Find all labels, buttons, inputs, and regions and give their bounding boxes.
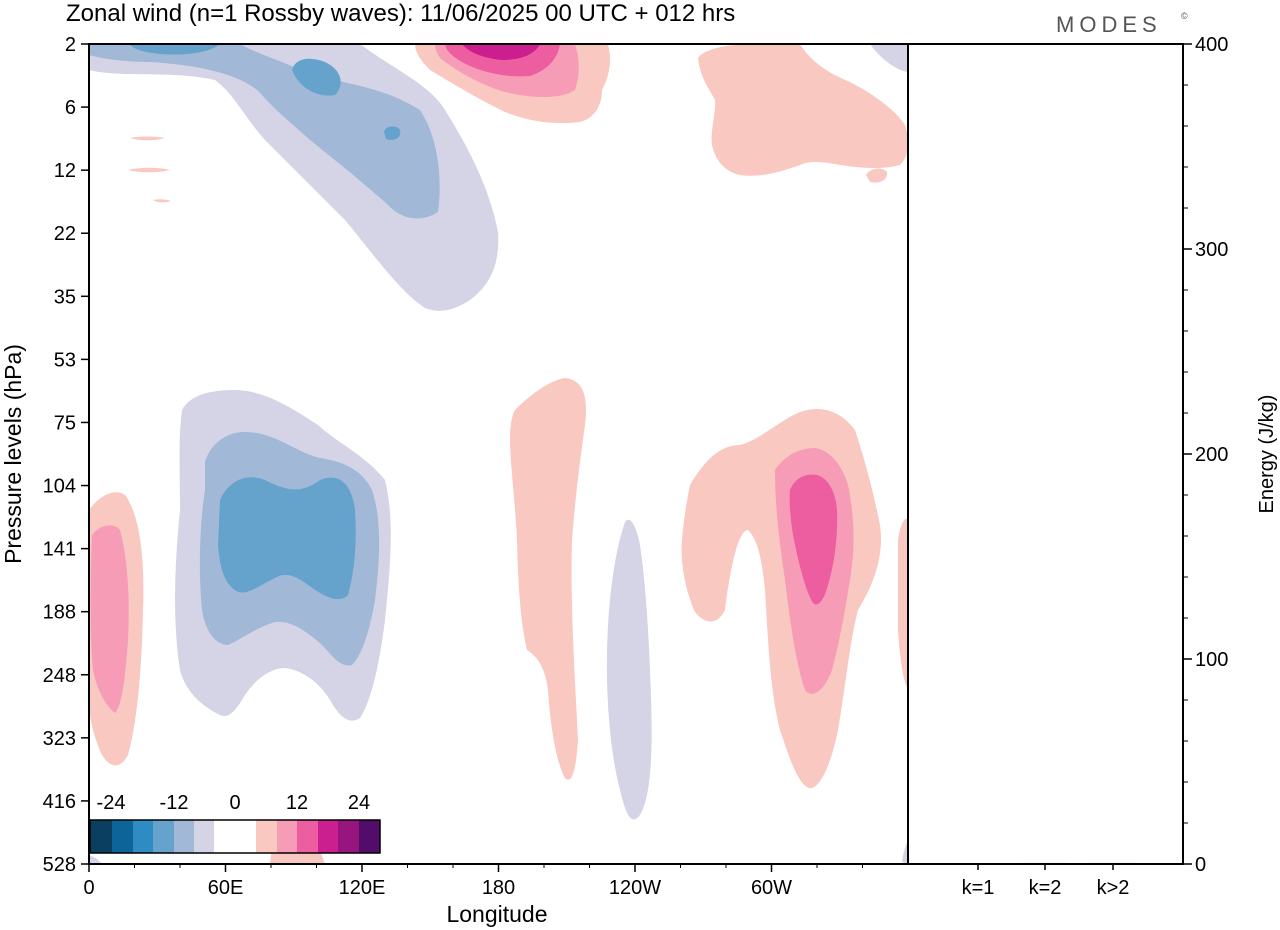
contour-lavender-lower-120w: [606, 519, 652, 820]
colorbar-swatch: [153, 820, 174, 853]
energy-category-label: k=1: [962, 877, 995, 899]
colorbar-label: -24: [97, 792, 126, 814]
y-tick-label: 416: [43, 791, 76, 813]
x-axis: 0 60E 120E 180 120W 60W: [83, 864, 863, 899]
x-axis-title: Longitude: [446, 901, 547, 927]
contour-lavender-bottom-left: [89, 855, 102, 864]
energy-panel-frame: [907, 43, 1184, 865]
contour-field: [89, 44, 908, 864]
energy-bars: k=1 k=2 k>2: [955, 862, 1136, 899]
colorbar-swatch: [256, 820, 277, 853]
energy-axis-title: Energy (J/kg): [1256, 395, 1278, 514]
y-tick-label: 12: [54, 160, 76, 182]
x-tick-label: 120E: [339, 877, 386, 899]
y-tick-label: 248: [43, 665, 76, 687]
energy-tick-label: 100: [1195, 649, 1228, 671]
contour-blue-upper: [89, 44, 440, 219]
y-tick-label: 75: [54, 412, 76, 434]
y-tick-label: 22: [54, 223, 76, 245]
colorbar-swatch: [277, 820, 297, 853]
colorbar-swatch: [174, 820, 194, 853]
y-tick-label: 6: [65, 97, 76, 119]
colorbar-swatch: [318, 820, 338, 853]
y-tick-label: 528: [43, 854, 76, 876]
contour-lavender-right-corner: [902, 842, 908, 864]
contour-mid-blue-core: [292, 58, 341, 96]
contour-mid-blue-speck: [384, 126, 401, 140]
x-tick-label: 120W: [609, 877, 661, 899]
y-tick-label: 188: [43, 602, 76, 624]
x-tick-label: 60E: [208, 877, 244, 899]
colorbar-swatch: [338, 820, 359, 853]
energy-tick-label: 400: [1195, 34, 1228, 56]
colorbar-swatch: [359, 820, 380, 853]
x-tick-label: 180: [482, 877, 515, 899]
contour-pink-upper-right: [698, 44, 908, 176]
colorbar-swatch: [133, 820, 153, 853]
y-axis: 2 6 12 22 35 53 75 104 141 188 248 323 416 528: [43, 34, 89, 876]
contour-pink-drip: [866, 168, 888, 183]
contour-mid-blue-upper: [130, 44, 220, 55]
colorbar-swatch: [90, 820, 112, 853]
colorbar-label: -12: [160, 792, 189, 814]
energy-axis: 0 100 200 300 400: [1183, 34, 1228, 876]
brand-name: MODES: [1056, 12, 1162, 37]
energy-bar: [1022, 862, 1068, 864]
energy-tick-label: 300: [1195, 239, 1228, 261]
brand-mark: ©: [1181, 11, 1188, 21]
colorbar-swatch: [214, 820, 256, 853]
contour-pink-lower-180: [510, 378, 586, 780]
contour-pink-streak-2: [128, 167, 170, 173]
energy-category-label: k=2: [1029, 877, 1062, 899]
y-tick-label: 323: [43, 728, 76, 750]
contour-hotpink-lower-60w: [789, 474, 838, 605]
y-tick-label: 53: [54, 349, 76, 371]
energy-category-label: k>2: [1097, 877, 1130, 899]
energy-bar: [1090, 862, 1136, 864]
contour-magenta-upper: [462, 44, 540, 60]
energy-bar: [955, 863, 1001, 865]
contour-pink-streak-1: [130, 136, 165, 141]
colorbar-label: 24: [348, 792, 370, 814]
energy-tick-label: 0: [1195, 854, 1206, 876]
contour-mid-blue-lower: [218, 477, 356, 600]
energy-tick-label: 200: [1195, 444, 1228, 466]
contour-pink-right-edge: [898, 518, 908, 690]
chart-title: Zonal wind (n=1 Rossby waves): 11/06/202…: [66, 0, 735, 27]
contour-rose-lower-left: [90, 525, 129, 713]
colorbar-swatch: [194, 820, 214, 853]
colorbar-label: 0: [229, 792, 240, 814]
colorbar-swatch: [112, 820, 133, 853]
y-tick-label: 35: [54, 286, 76, 308]
y-tick-label: 2: [65, 34, 76, 56]
x-tick-label: 60W: [751, 877, 792, 899]
y-tick-label: 141: [43, 539, 76, 561]
colorbar: -24 -12 0 12 24: [89, 792, 381, 854]
contour-pink-streak-3: [153, 199, 171, 203]
y-axis-title: Pressure levels (hPa): [0, 344, 26, 564]
y-tick-label: 104: [43, 476, 76, 498]
x-tick-label: 0: [83, 877, 94, 899]
contour-light-lavender-corner: [870, 44, 908, 72]
colorbar-label: 12: [286, 792, 308, 814]
colorbar-swatch: [297, 820, 318, 853]
brand-logo: MODES ©: [1056, 11, 1188, 37]
